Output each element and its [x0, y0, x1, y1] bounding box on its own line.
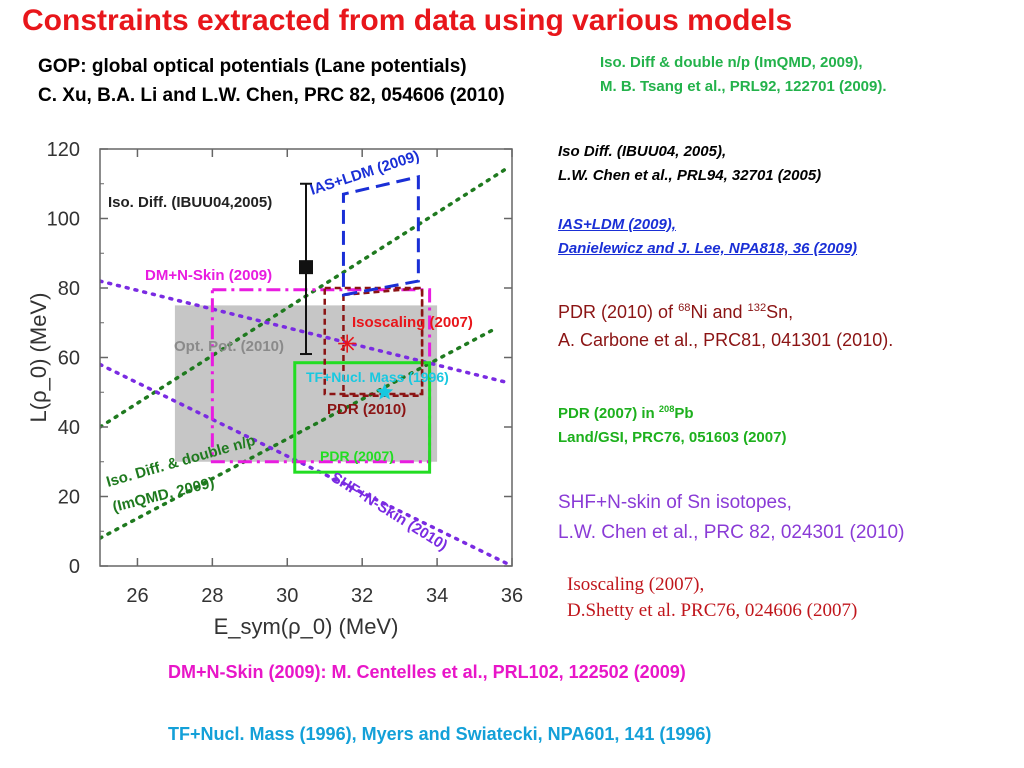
shf-ref-line1: SHF+N-skin of Sn isotopes, [558, 492, 792, 513]
y-tick-label: 80 [58, 278, 80, 300]
x-tick-label: 32 [351, 585, 373, 607]
label-dm-nskin: DM+N-Skin (2009) [145, 267, 272, 284]
isodiff-np-ref-line1: Iso. Diff & double n/p (ImQMD, 2009), [600, 54, 863, 71]
shf-ref-line2: L.W. Chen et al., PRC 82, 024301 (2010) [558, 522, 905, 543]
x-axis-title: E_sym(ρ_0) (MeV) [214, 614, 399, 639]
pdr2007-ref-line2: Land/GSI, PRC76, 051603 (2007) [558, 429, 787, 446]
x-tick-label: 30 [276, 585, 298, 607]
dm-nskin-reference: DM+N-Skin (2009): M. Centelles et al., P… [168, 662, 686, 682]
label-opt-pot: Opt. Pot. (2010) [174, 338, 284, 355]
y-tick-label: 60 [58, 348, 80, 370]
pdr2010-sup-ni: 68 [678, 302, 691, 314]
slide-title: Constraints extracted from data using va… [22, 4, 793, 37]
iso-ref-line2: D.Shetty et al. PRC76, 024606 (2007) [567, 600, 858, 621]
pdr2010-reference: PDR (2010) of 68Ni and 132Sn, A. Carbone… [558, 298, 893, 354]
y-tick-label: 40 [58, 417, 80, 439]
pdr2010-text-b: Ni and [690, 302, 748, 322]
y-tick-label: 0 [69, 556, 80, 578]
label-isoscaling: Isoscaling (2007) [352, 314, 473, 331]
pdr2007-region [293, 361, 432, 474]
ibuu-point [299, 260, 313, 275]
label-ibuu: Iso. Diff. (IBUU04,2005) [108, 194, 272, 211]
ias-ref-line2: Danielewicz and J. Lee, NPA818, 36 (2009… [558, 240, 858, 257]
isodiff-band-lower-line [100, 327, 496, 540]
label-tf-nucl-mass: TF+Nucl. Mass (1996) [306, 369, 449, 385]
x-tick-label: 28 [201, 585, 223, 607]
label-pdr2010: PDR (2010) [327, 401, 406, 418]
tf-nucl-mass-reference: TF+Nucl. Mass (1996), Myers and Swiateck… [168, 724, 712, 744]
gop-reference: GOP: global optical potentials (Lane pot… [38, 52, 505, 110]
ibuu-reference: Iso Diff. (IBUU04, 2005), L.W. Chen et a… [558, 140, 821, 188]
pdr2007-reference: PDR (2007) in 208Pb Land/GSI, PRC76, 051… [558, 402, 786, 450]
tf-nucl-mass-point [376, 383, 394, 400]
isodiff-band-upper-line [100, 168, 507, 429]
shf-band-upper-line [100, 279, 507, 384]
label-shf-nskin: SHF+N-Skin (2010) [328, 469, 450, 554]
x-tick-label: 34 [426, 585, 448, 607]
gop-ref-line1: GOP: global optical potentials (Lane pot… [38, 56, 467, 77]
ibuu-ref-line1: Iso Diff. (IBUU04, 2005), [558, 143, 727, 160]
y-tick-label: 100 [47, 209, 80, 231]
pdr2007-ref-line1: PDR (2007) in 208Pb [558, 402, 786, 426]
pdr2010-text-c: Sn, [766, 302, 794, 322]
ias-ldm-reference: IAS+LDM (2009), Danielewicz and J. Lee, … [558, 213, 857, 261]
pdr2010-region [342, 286, 424, 397]
pdr2007-text-a: PDR (2007) in [558, 405, 659, 422]
shf-reference: SHF+N-skin of Sn isotopes, L.W. Chen et … [558, 488, 904, 548]
isoscaling-point [338, 334, 357, 353]
y-tick-label: 120 [47, 139, 80, 161]
isodiff-np-reference: Iso. Diff & double n/p (ImQMD, 2009), M.… [600, 51, 887, 99]
iso-ref-line1: Isoscaling (2007), [567, 574, 705, 595]
y-axis-title: L(ρ_0) (MeV) [26, 293, 51, 423]
ibuu-ref-line2: L.W. Chen et al., PRL94, 32701 (2005) [558, 167, 822, 184]
x-tick-label: 36 [501, 585, 523, 607]
ias-ref-line1: IAS+LDM (2009), [558, 216, 676, 233]
ias-ldm-region [341, 174, 420, 297]
x-tick-label: 26 [126, 585, 148, 607]
pdr2007-sup-pb: 208 [658, 404, 675, 414]
isodiff-np-ref-line2: M. B. Tsang et al., PRL92, 122701 (2009)… [600, 78, 887, 95]
pdr2010-ref-line2: A. Carbone et al., PRC81, 041301 (2010). [558, 330, 894, 350]
pdr2010-ref-line1: PDR (2010) of 68Ni and 132Sn, [558, 298, 893, 326]
gop-ref-line2: C. Xu, B.A. Li and L.W. Chen, PRC 82, 05… [38, 85, 505, 106]
isoscaling-reference: Isoscaling (2007), D.Shetty et al. PRC76… [567, 572, 857, 624]
label-ias-ldm: IAS+LDM (2009) [308, 147, 421, 198]
y-tick-label: 20 [58, 487, 80, 509]
label-pdr2007: PDR (2007) [320, 448, 394, 464]
pdr2010-sup-sn: 132 [747, 302, 767, 314]
pdr2010-text-a: PDR (2010) of [558, 302, 679, 322]
pdr2007-text-b: Pb [674, 405, 694, 422]
